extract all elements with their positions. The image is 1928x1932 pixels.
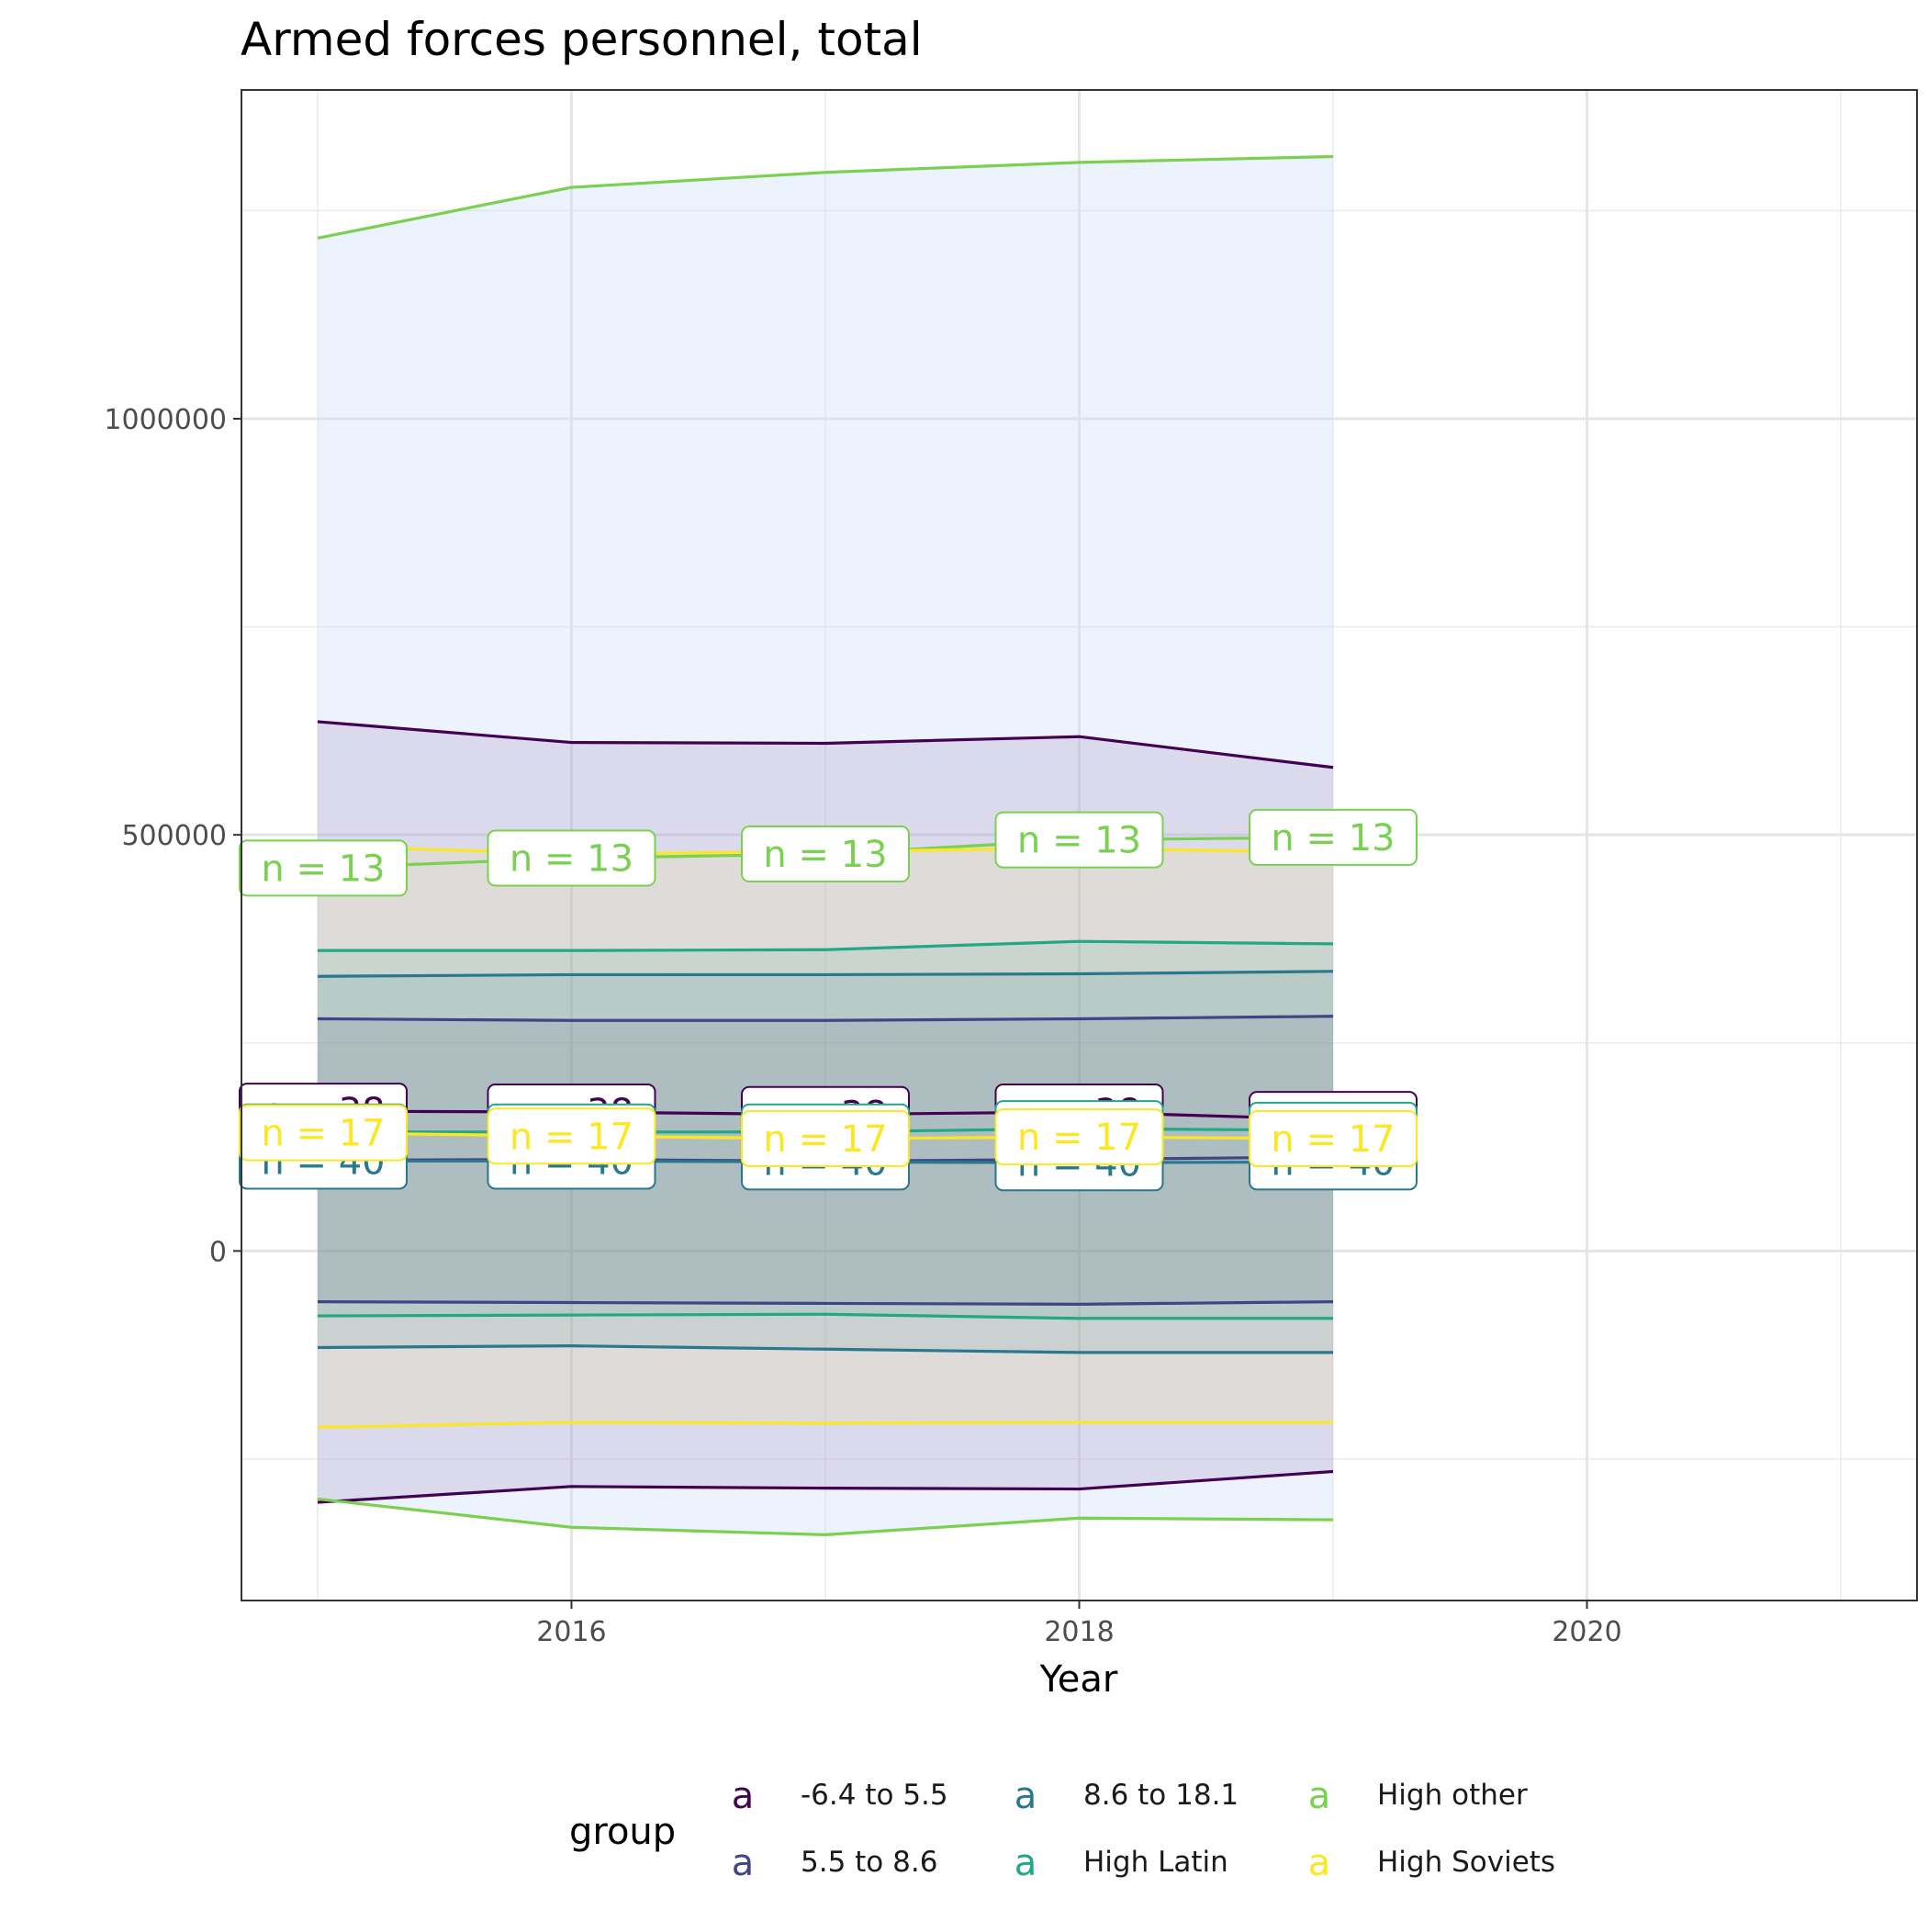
line-upper--6.4 to 5.5 bbox=[317, 720, 1334, 769]
count-label: n = 17 bbox=[1249, 1109, 1418, 1167]
count-label: n = 17 bbox=[239, 1104, 408, 1162]
line-upper-High Latin bbox=[317, 939, 1334, 952]
line-lower-5.5 to 8.6 bbox=[317, 1300, 1334, 1306]
x-tick-label: 2020 bbox=[1552, 1616, 1621, 1648]
count-label-box bbox=[487, 829, 656, 887]
count-label-box bbox=[1249, 1109, 1418, 1167]
count-label-text: n = 13 bbox=[261, 848, 385, 890]
count-label-box bbox=[740, 1109, 910, 1167]
x-tick-label: 2018 bbox=[1044, 1616, 1114, 1648]
series-lines bbox=[317, 154, 1334, 1536]
count-label-text: n = 17 bbox=[763, 1118, 887, 1161]
count-label-box bbox=[994, 811, 1164, 869]
count-label-box bbox=[740, 826, 910, 883]
count-label: n = 13 bbox=[239, 839, 408, 897]
legend-key-glyph: a bbox=[1014, 1842, 1037, 1884]
count-label-text: n = 13 bbox=[510, 838, 633, 881]
y-tick-label: 500000 bbox=[121, 820, 227, 852]
line-lower--6.4 to 5.5 bbox=[317, 1469, 1334, 1504]
legend-key-glyph: a bbox=[1014, 1775, 1037, 1817]
count-label-text: n = 17 bbox=[510, 1116, 633, 1158]
y-tick-label: 0 bbox=[209, 1236, 227, 1268]
line-upper-High other bbox=[317, 154, 1334, 240]
legend-item-High Soviets: a High Soviets bbox=[1308, 1842, 1555, 1884]
count-label-box bbox=[487, 1107, 656, 1165]
legend-item-5.5 to 8.6: a 5.5 to 8.6 bbox=[732, 1842, 938, 1884]
count-label: n = 17 bbox=[740, 1109, 910, 1167]
legend-title: group bbox=[569, 1811, 676, 1853]
count-label-text: n = 17 bbox=[1271, 1118, 1395, 1161]
y-tick-label: 1000000 bbox=[104, 404, 227, 436]
count-label-box bbox=[239, 1104, 408, 1162]
count-label: n = 17 bbox=[994, 1108, 1164, 1166]
legend-label: -6.4 to 5.5 bbox=[801, 1779, 948, 1812]
line-upper-5.5 to 8.6 bbox=[317, 1015, 1334, 1022]
line-lower-8.6 to 18.1 bbox=[317, 1344, 1334, 1354]
line-upper-8.6 to 18.1 bbox=[317, 970, 1334, 978]
count-label: n = 13 bbox=[740, 826, 910, 883]
count-label: n = 13 bbox=[1249, 808, 1418, 866]
legend-key-glyph: a bbox=[732, 1842, 755, 1884]
chart-title: Armed forces personnel, total bbox=[241, 13, 923, 66]
count-label: n = 13 bbox=[994, 811, 1164, 869]
count-label: n = 13 bbox=[487, 829, 656, 887]
count-label-box bbox=[1249, 808, 1418, 866]
count-label-text: n = 13 bbox=[1271, 817, 1395, 859]
legend-item--6.4 to 5.5: a -6.4 to 5.5 bbox=[732, 1775, 948, 1817]
count-label-text: n = 17 bbox=[1017, 1117, 1141, 1159]
count-label-text: n = 13 bbox=[1017, 820, 1141, 862]
count-label-box bbox=[239, 839, 408, 897]
legend-item-High other: a High other bbox=[1308, 1775, 1528, 1817]
legend: group a -6.4 to 5.5 a 5.5 to 8.6 a 8.6 to 18.… bbox=[569, 1775, 1555, 1884]
legend-label: High other bbox=[1377, 1779, 1528, 1812]
legend-key-glyph: a bbox=[1308, 1842, 1331, 1884]
line-lower-High other bbox=[317, 1497, 1334, 1536]
count-label-box bbox=[994, 1108, 1164, 1166]
count-label-text: n = 13 bbox=[763, 834, 887, 876]
legend-label: 5.5 to 8.6 bbox=[801, 1846, 937, 1879]
count-label-text: n = 17 bbox=[261, 1113, 385, 1155]
count-label: n = 17 bbox=[487, 1107, 656, 1165]
line-lower-High Latin bbox=[317, 1312, 1334, 1320]
x-tick-label: 2016 bbox=[536, 1616, 606, 1648]
legend-label: High Latin bbox=[1083, 1846, 1228, 1879]
legend-label: 8.6 to 18.1 bbox=[1083, 1779, 1239, 1812]
legend-label: High Soviets bbox=[1377, 1846, 1555, 1879]
axes: 2016 2018 2020 0 500000 1000000 bbox=[104, 404, 1621, 1648]
legend-item-8.6 to 18.1: a 8.6 to 18.1 bbox=[1014, 1775, 1239, 1817]
legend-key-glyph: a bbox=[732, 1775, 755, 1817]
count-labels: n = 38n = 38n = 38n = 38n = 38n = 40n = … bbox=[239, 808, 1418, 1192]
x-axis-title: Year bbox=[1039, 1658, 1118, 1701]
line-lower-High Soviets bbox=[317, 1421, 1334, 1430]
legend-key-glyph: a bbox=[1308, 1775, 1331, 1817]
legend-item-High Latin: a High Latin bbox=[1014, 1842, 1228, 1884]
